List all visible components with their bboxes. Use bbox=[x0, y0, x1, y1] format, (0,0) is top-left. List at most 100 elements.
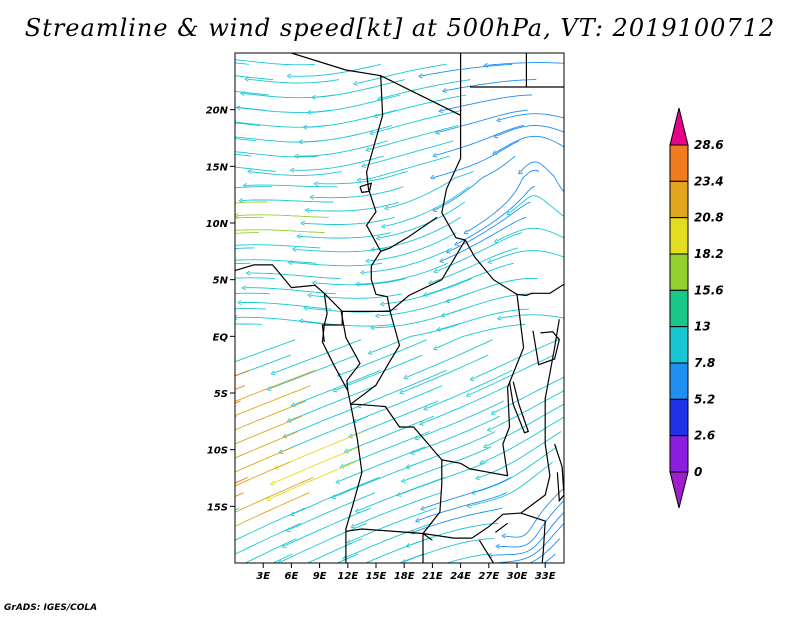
streamline-arrow bbox=[438, 108, 444, 114]
streamline bbox=[276, 431, 364, 468]
streamline-arrow bbox=[506, 210, 511, 216]
streamline bbox=[398, 553, 425, 563]
streamline-arrow bbox=[224, 149, 228, 153]
streamline bbox=[421, 63, 513, 77]
streamline-arrow bbox=[487, 259, 493, 264]
streamline-arrow bbox=[433, 268, 439, 274]
streamline-arrow bbox=[163, 139, 167, 143]
streamline-arrow bbox=[465, 392, 471, 398]
streamlines-layer bbox=[139, 59, 564, 592]
streamline-arrow bbox=[158, 156, 162, 160]
streamline bbox=[235, 153, 252, 157]
streamline bbox=[314, 278, 407, 286]
lat-tick-label: 10N bbox=[206, 219, 229, 230]
streamline-arrow bbox=[370, 325, 375, 331]
streamline bbox=[235, 476, 314, 513]
colorbar-label: 23.4 bbox=[694, 174, 724, 188]
streamline bbox=[235, 369, 250, 377]
streamline-arrow bbox=[373, 113, 378, 119]
streamline bbox=[333, 461, 422, 498]
streamline-arrow bbox=[148, 562, 152, 566]
lon-tick-label: 27E bbox=[478, 571, 499, 582]
streamline-arrow bbox=[422, 292, 428, 297]
colorbar-label: 0 bbox=[694, 465, 702, 479]
streamline bbox=[297, 140, 388, 157]
colorbar-segment bbox=[669, 180, 689, 219]
streamline bbox=[442, 216, 527, 262]
streamline bbox=[288, 492, 376, 531]
streamline bbox=[294, 247, 387, 253]
streamline bbox=[368, 232, 457, 262]
streamline-arrow bbox=[398, 389, 404, 395]
streamline bbox=[235, 292, 271, 295]
colorbar-label: 18.2 bbox=[694, 247, 724, 261]
streamline-arrow bbox=[140, 482, 144, 486]
streamline bbox=[448, 201, 531, 252]
streamline-arrow bbox=[160, 514, 164, 518]
streamline bbox=[356, 63, 447, 84]
streamline-arrow bbox=[495, 543, 500, 549]
streamline bbox=[401, 354, 489, 393]
streamline bbox=[235, 262, 251, 265]
streamline bbox=[372, 109, 463, 134]
streamline bbox=[235, 247, 255, 249]
streamline-arrow bbox=[139, 369, 143, 373]
streamline-arrow bbox=[217, 434, 221, 438]
streamline-arrow bbox=[365, 258, 370, 264]
streamline-arrow bbox=[361, 163, 366, 169]
streamline-arrow bbox=[298, 318, 304, 324]
streamline bbox=[364, 140, 454, 167]
streamline bbox=[387, 170, 474, 209]
streamline-arrow bbox=[286, 418, 292, 423]
streamline bbox=[284, 507, 371, 547]
streamline-arrow bbox=[209, 466, 213, 470]
streamline bbox=[499, 314, 564, 319]
streamline-arrow bbox=[427, 280, 433, 285]
streamline bbox=[378, 201, 466, 239]
streamline-arrow bbox=[217, 546, 221, 550]
border-line bbox=[554, 443, 564, 503]
streamline-arrow bbox=[205, 370, 209, 374]
streamline-arrow bbox=[307, 292, 312, 298]
streamline-arrow bbox=[304, 207, 310, 213]
colorbar-top-arrow bbox=[669, 107, 689, 146]
streamline-arrow bbox=[496, 117, 501, 123]
streamline bbox=[439, 308, 530, 330]
streamline bbox=[240, 302, 332, 310]
streamline bbox=[281, 415, 369, 453]
streamline bbox=[466, 169, 540, 233]
border-line bbox=[365, 75, 438, 253]
streamline-arrow bbox=[144, 578, 148, 582]
streamline bbox=[235, 75, 274, 81]
streamline bbox=[236, 316, 328, 325]
streamline bbox=[380, 79, 471, 99]
streamline bbox=[357, 476, 446, 512]
streamline bbox=[289, 385, 377, 421]
streamline bbox=[408, 431, 496, 468]
streamline bbox=[363, 247, 453, 273]
streamline bbox=[433, 140, 520, 179]
streamline bbox=[435, 155, 516, 211]
streamline-arrow bbox=[167, 123, 171, 127]
streamline bbox=[493, 376, 564, 414]
streamline-arrow bbox=[227, 244, 231, 248]
streamline bbox=[364, 538, 429, 563]
lat-tick-label: 15N bbox=[206, 162, 229, 173]
border-line bbox=[370, 239, 466, 313]
streamline-arrow bbox=[335, 588, 339, 592]
streamline-arrow bbox=[467, 586, 471, 590]
border-line bbox=[508, 381, 530, 434]
colorbar-segment bbox=[669, 289, 689, 328]
streamline bbox=[235, 522, 301, 555]
streamline-arrow bbox=[346, 539, 352, 544]
streamline bbox=[336, 553, 359, 563]
streamline-arrow bbox=[156, 65, 160, 69]
streamline bbox=[378, 293, 468, 317]
streamline-arrow bbox=[157, 273, 161, 277]
streamline-arrow bbox=[270, 370, 276, 376]
streamline bbox=[245, 184, 338, 188]
lon-tick-label: 18E bbox=[394, 571, 415, 582]
streamline bbox=[247, 78, 339, 84]
streamline-arrow bbox=[182, 165, 186, 169]
